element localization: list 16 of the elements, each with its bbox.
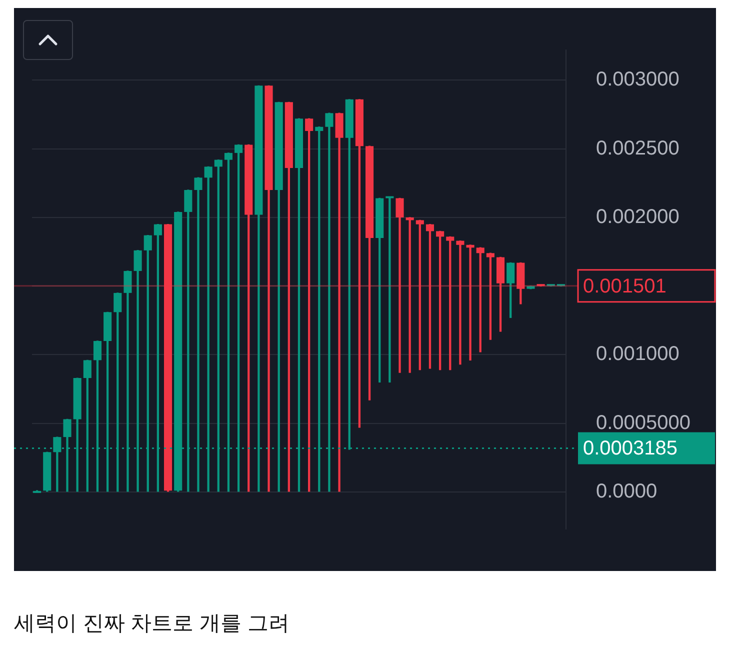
y-tick-label: 0.002000 xyxy=(596,206,680,228)
candlestick xyxy=(416,220,424,370)
candlestick xyxy=(456,240,464,365)
candlestick xyxy=(406,217,414,373)
text: 세력이 진짜 차트로 개를 그려 xyxy=(14,611,290,637)
y-tick-label: 0.002500 xyxy=(596,137,680,160)
y-tick-label: 0.003000 xyxy=(596,68,680,91)
y-tick-label: 0.0000 xyxy=(596,480,658,502)
y-tick-label: 0.0005000 xyxy=(596,412,691,434)
ref-line-label: 0.001501 xyxy=(583,275,666,298)
candlestick xyxy=(386,196,394,382)
ref-line-label: 0.0003185 xyxy=(583,438,678,460)
candlestick xyxy=(335,112,344,492)
candlestick xyxy=(466,244,474,361)
candlestick xyxy=(396,198,404,373)
y-tick-label: 0.001000 xyxy=(596,343,680,366)
